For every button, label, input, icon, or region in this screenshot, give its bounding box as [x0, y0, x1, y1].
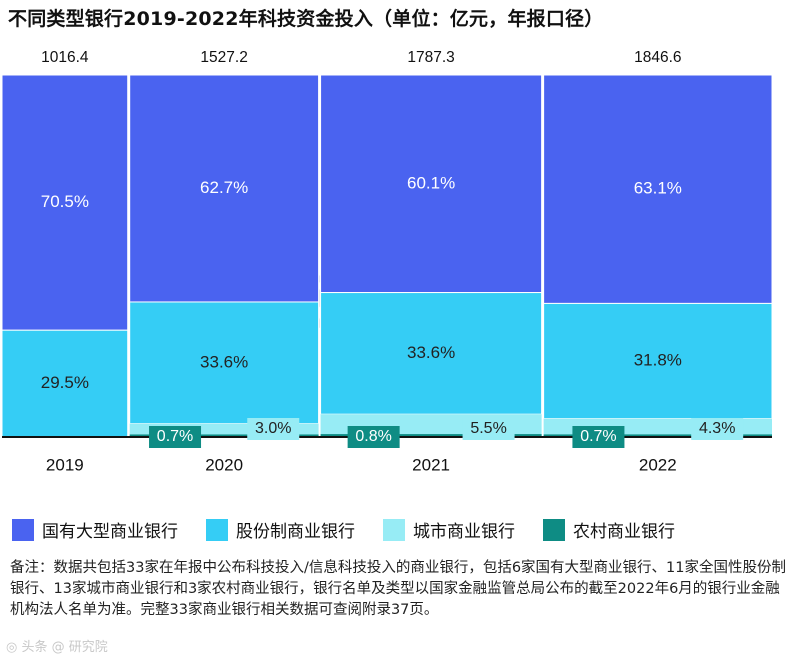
- bar-state-owned-2019: [1, 74, 129, 331]
- bar-joint-stock-2022: [543, 302, 773, 420]
- data-label-bg-rural-2020: [149, 426, 202, 448]
- category-label-2019: 2019: [46, 455, 84, 474]
- bar-state-owned-2020: [129, 74, 320, 303]
- legend-item-joint-stock: 股份制商业银行: [206, 517, 355, 542]
- data-label-city-2021: 5.5%: [470, 420, 506, 437]
- data-label-bg-city-2020: [247, 418, 300, 440]
- data-label-joint-stock-2021: 33.6%: [407, 343, 455, 362]
- data-label-rural-2020: 0.7%: [157, 428, 193, 445]
- label-group: 1016.4 2019 70.5% 29.5% 1527.2 2020 62.7% 33.6%…: [41, 49, 744, 474]
- legend-swatch-state-owned: [12, 518, 34, 541]
- category-label-2020: 2020: [205, 455, 243, 474]
- data-label-city-2020: 3.0%: [255, 420, 291, 437]
- bar-state-owned-2021: [320, 74, 543, 294]
- data-label-rural-2021: 0.8%: [355, 428, 391, 445]
- total-label-2019: 1016.4: [41, 49, 89, 66]
- bar-group: [1, 74, 773, 438]
- data-label-joint-stock-2020: 33.6%: [200, 352, 248, 371]
- legend-swatch-joint-stock: [206, 518, 228, 541]
- legend-item-state-owned: 国有大型商业银行: [12, 517, 178, 542]
- data-label-city-2022: 4.3%: [699, 420, 735, 437]
- legend-label-rural: 农村商业银行: [573, 522, 675, 542]
- legend-item-rural: 农村商业银行: [543, 517, 675, 542]
- data-label-state-owned-2019: 70.5%: [41, 192, 89, 211]
- bar-rural-2020: [129, 434, 319, 437]
- data-label-joint-stock-2022: 31.8%: [634, 350, 682, 369]
- data-label-bg-rural-2022: [572, 426, 625, 448]
- data-label-state-owned-2022: 63.1%: [634, 179, 682, 198]
- bar-joint-stock-2021: [320, 292, 543, 415]
- chart-title: 不同类型银行2019-2022年科技资金投入（单位：亿元，年报口径）: [8, 8, 604, 30]
- data-label-state-owned-2020: 62.7%: [200, 178, 248, 197]
- data-label-joint-stock-2019: 29.5%: [41, 373, 89, 392]
- total-label-2022: 1846.6: [634, 49, 681, 66]
- data-label-bg-city-2022: [691, 418, 744, 440]
- legend-swatch-rural: [543, 518, 565, 541]
- footnote: 备注：数据共包括33家在年报中公布科技投入/信息科技投入的商业银行，包括6家国有…: [10, 560, 787, 618]
- legend-label-state-owned: 国有大型商业银行: [42, 522, 178, 542]
- bar-rural-2022: [543, 434, 772, 437]
- legend-swatch-city: [383, 518, 405, 541]
- legend-label-joint-stock: 股份制商业银行: [236, 522, 355, 542]
- total-label-2021: 1787.3: [407, 49, 454, 66]
- category-label-2022: 2022: [639, 455, 677, 474]
- category-label-2021: 2021: [412, 455, 450, 474]
- footer-watermark: ◎ 头条 @ 研究院: [6, 640, 108, 655]
- legend-item-city: 城市商业银行: [383, 517, 515, 542]
- legend-label-city: 城市商业银行: [413, 522, 515, 542]
- marimekko-chart: InfoQ 研究中心 1016.4201970.5%29.5%1527.2202…: [1, 49, 773, 474]
- data-label-bg-city-2021: [462, 418, 515, 440]
- legend: 国有大型商业银行 股份制商业银行 城市商业银行 农村商业银行: [12, 517, 675, 542]
- bar-rural-2021: [320, 434, 542, 437]
- data-label-state-owned-2021: 60.1%: [407, 173, 455, 192]
- data-label-rural-2022: 0.7%: [580, 428, 616, 445]
- total-label-2020: 1527.2: [200, 49, 247, 66]
- bar-joint-stock-2019: [1, 329, 129, 438]
- data-label-bg-rural-2021: [347, 426, 400, 448]
